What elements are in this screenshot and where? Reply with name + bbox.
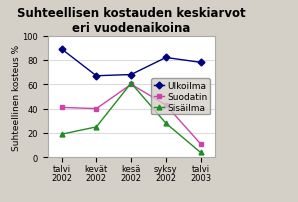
Line: Sisäilma: Sisäilma [59,81,203,155]
Sisäilma [164,122,168,125]
Sisäilma [129,82,133,85]
Ulkoilma [199,62,202,64]
Sisäilma [94,126,98,128]
Line: Suodatin: Suodatin [59,82,203,147]
Legend: Ulkoilma, Suodatin, Sisäilma: Ulkoilma, Suodatin, Sisäilma [151,79,210,115]
Suodatin [60,107,63,109]
Sisäilma [60,133,63,136]
Suodatin [94,108,98,110]
Ulkoilma [60,48,63,51]
Y-axis label: Suhteellinen kosteus %: Suhteellinen kosteus % [12,44,21,150]
Title: Suhteellisen kostauden keskiarvot
eri vuodenaikoina: Suhteellisen kostauden keskiarvot eri vu… [17,7,246,35]
Suodatin [164,104,168,107]
Sisäilma [199,152,202,154]
Ulkoilma [129,74,133,76]
Ulkoilma [94,75,98,78]
Ulkoilma [164,57,168,59]
Suodatin [129,84,133,86]
Suodatin [199,143,202,145]
Line: Ulkoilma: Ulkoilma [59,47,203,79]
